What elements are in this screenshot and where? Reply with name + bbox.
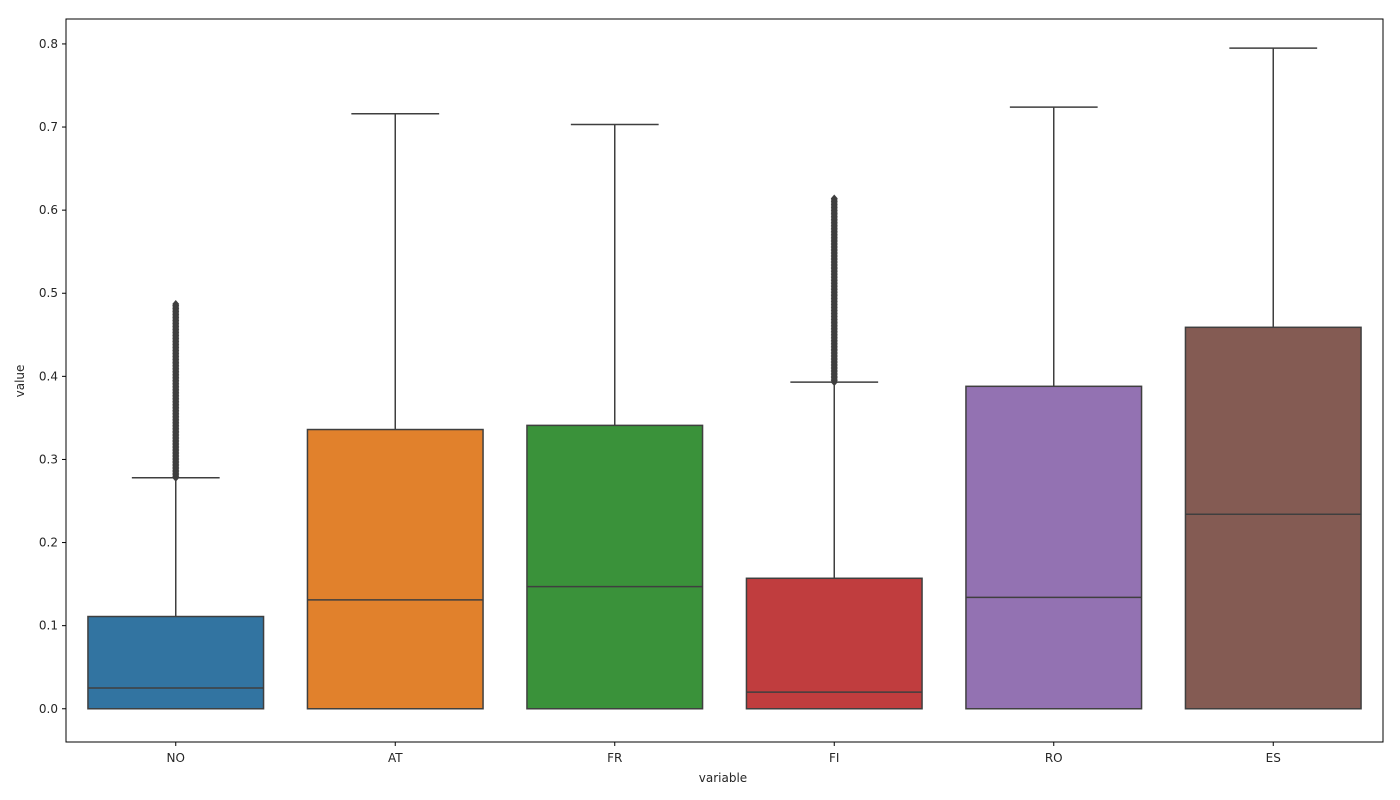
x-tick-label: NO [167, 751, 185, 765]
y-tick-label: 0.0 [39, 702, 58, 716]
y-axis-label: value [13, 365, 27, 398]
y-tick-label: 0.1 [39, 619, 58, 633]
outliers-fi [830, 194, 838, 387]
plot-marks [87, 47, 1362, 710]
y-tick-label: 0.4 [39, 369, 58, 383]
y-tick-label: 0.5 [39, 286, 58, 300]
box-fi [745, 577, 923, 710]
y-tick-label: 0.2 [39, 536, 58, 550]
x-tick-label: RO [1045, 751, 1063, 765]
box-no [87, 615, 265, 710]
y-axis: 0.0 0.1 0.2 0.3 0.4 0.5 0.6 0.7 0.8 [39, 37, 66, 716]
y-tick-label: 0.7 [39, 120, 58, 134]
outlier-point [830, 194, 838, 203]
box-es [1184, 326, 1362, 710]
box-at [306, 428, 484, 710]
x-tick-label: ES [1266, 751, 1281, 765]
x-axis-label: variable [699, 771, 747, 785]
y-tick-label: 0.6 [39, 203, 58, 217]
box-group-es [1184, 47, 1362, 710]
box-group-fi [745, 194, 923, 710]
box-group-at [306, 112, 484, 710]
plot-frame [65, 18, 1384, 743]
y-tick-label: 0.8 [39, 37, 58, 51]
box-ro [965, 385, 1143, 710]
outlier-point [172, 300, 180, 309]
x-tick-label: FR [607, 751, 622, 765]
box-group-ro [965, 106, 1143, 710]
x-tick-label: AT [388, 751, 403, 765]
x-tick-label: FI [829, 751, 839, 765]
box-fr [526, 424, 704, 710]
y-tick-label: 0.3 [39, 452, 58, 466]
box-group-no [87, 300, 265, 710]
outliers-no [172, 300, 180, 482]
x-axis: NO AT FR FI RO ES [167, 742, 1281, 765]
box-group-fr [526, 123, 704, 710]
